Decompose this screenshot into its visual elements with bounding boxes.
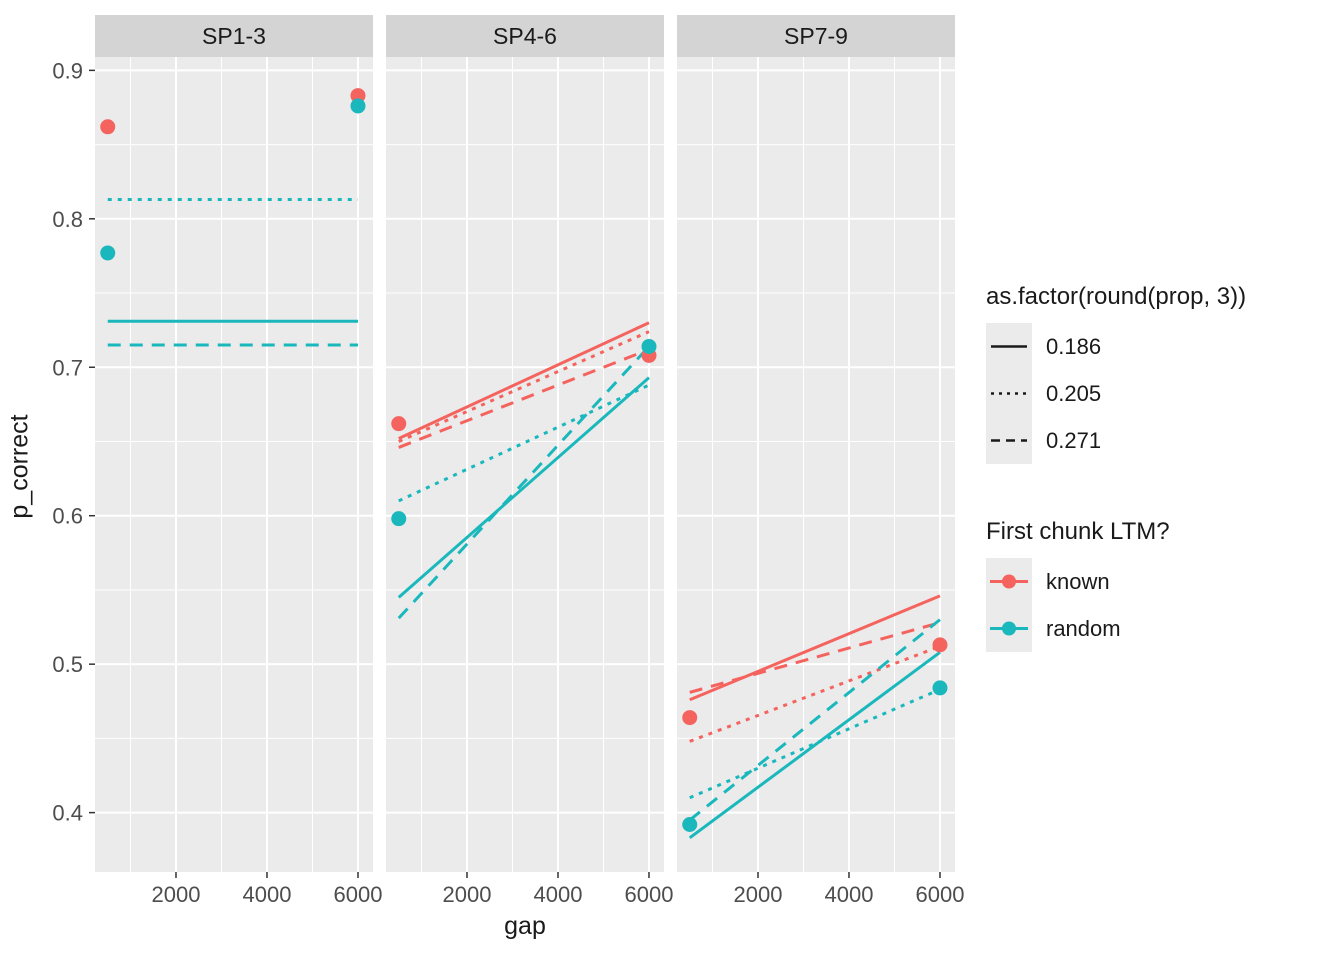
data-point-known xyxy=(391,416,407,432)
legend-key-sample-icon xyxy=(991,345,1027,348)
data-point-known xyxy=(932,637,948,653)
data-point-random xyxy=(391,511,407,527)
y-axis-title: p_correct xyxy=(5,414,34,519)
panel-background xyxy=(386,57,664,872)
legend-entry-solid: 0.186 xyxy=(986,323,1246,370)
y-tick-label: 0.5 xyxy=(52,652,83,677)
legend-entry-dotted: 0.205 xyxy=(986,370,1246,417)
data-point-random xyxy=(682,816,698,832)
color-legend: First chunk LTM? known random xyxy=(986,518,1170,652)
legend-label-dashed: 0.271 xyxy=(1046,427,1102,453)
fit-line-random-dashed xyxy=(397,345,651,620)
facet-strip xyxy=(95,15,373,57)
legend-key-dotted xyxy=(986,370,1032,417)
legend-key-random xyxy=(986,605,1032,652)
linetype-legend-title: as.factor(round(prop, 3)) xyxy=(986,283,1247,310)
color-legend-entries: known random xyxy=(986,558,1170,652)
x-tick-label: 6000 xyxy=(334,882,383,907)
legend-entry-random: random xyxy=(986,605,1170,652)
panel-background xyxy=(677,57,955,872)
legend-label-known: known xyxy=(1046,568,1110,594)
legend-key-dashed xyxy=(986,417,1032,464)
data-point-random xyxy=(932,680,948,696)
legend-label-random: random xyxy=(1046,615,1121,641)
y-tick-label: 0.9 xyxy=(52,58,83,83)
linetype-legend: as.factor(round(prop, 3)) 0.186 0.205 0.27… xyxy=(986,283,1246,464)
legend-key-sample-icon xyxy=(990,574,1028,589)
data-point-random xyxy=(100,245,116,261)
legend-label-dotted: 0.205 xyxy=(1046,380,1102,406)
facet-strip-label: SP7-9 xyxy=(784,23,848,49)
y-tick-label: 0.8 xyxy=(52,207,83,232)
fit-line-known-dashed xyxy=(398,348,650,449)
color-legend-title: First chunk LTM? xyxy=(986,518,1170,545)
legend-entry-dashed: 0.271 xyxy=(986,417,1246,464)
data-point-known xyxy=(682,710,698,726)
facet-strip xyxy=(386,15,664,57)
facet-strip xyxy=(677,15,955,57)
x-tick-label: 2000 xyxy=(152,882,201,907)
legend-key-sample-icon xyxy=(991,392,1027,395)
data-point-known xyxy=(100,119,116,135)
facet-strip-label: SP1-3 xyxy=(202,23,266,49)
fit-line-random-solid xyxy=(397,376,650,599)
fit-line-random-solid xyxy=(688,651,941,840)
y-tick-label: 0.7 xyxy=(52,355,83,380)
panel-background xyxy=(95,57,373,872)
linetype-legend-entries: 0.186 0.205 0.271 xyxy=(986,323,1246,464)
data-point-random xyxy=(350,98,366,114)
x-axis-title: gap xyxy=(504,912,546,940)
fit-line-known-dotted xyxy=(689,644,941,743)
legend-entry-known: known xyxy=(986,558,1170,605)
y-tick-label: 0.6 xyxy=(52,504,83,529)
x-tick-label: 2000 xyxy=(443,882,492,907)
fit-line-random-dashed xyxy=(688,618,941,822)
facet-strip-label: SP4-6 xyxy=(493,23,557,49)
legend-key-sample-icon xyxy=(990,621,1028,636)
legend-key-solid xyxy=(986,323,1032,370)
x-tick-label: 2000 xyxy=(734,882,783,907)
x-tick-label: 4000 xyxy=(825,882,874,907)
data-point-random xyxy=(641,338,657,354)
fit-line-known-solid xyxy=(689,594,941,702)
legend-key-known xyxy=(986,558,1032,605)
x-tick-label: 4000 xyxy=(534,882,583,907)
data-point-known xyxy=(350,88,366,104)
x-tick-label: 6000 xyxy=(625,882,674,907)
y-tick-label: 0.4 xyxy=(52,801,83,826)
fit-line-known-solid xyxy=(398,321,650,440)
x-tick-label: 6000 xyxy=(916,882,965,907)
x-tick-label: 4000 xyxy=(243,882,292,907)
legend-key-sample-icon xyxy=(991,439,1027,442)
legend-label-solid: 0.186 xyxy=(1046,333,1102,359)
